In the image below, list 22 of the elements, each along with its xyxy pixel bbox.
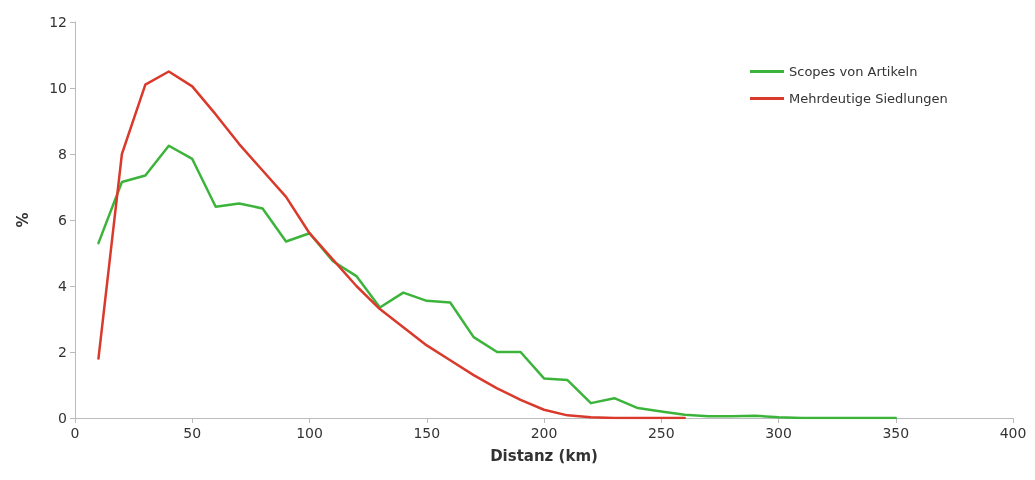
y-tick-label: 12 [49, 14, 67, 30]
x-tick-label: 200 [530, 425, 558, 441]
x-tick-label: 300 [765, 425, 792, 441]
legend-label: Scopes von Artikeln [789, 64, 918, 79]
line-series [97, 70, 686, 420]
x-tick-label: 250 [647, 425, 675, 441]
y-tick-label: 4 [58, 278, 68, 294]
y-tick-label: 10 [49, 80, 67, 96]
x-tick-label: 0 [70, 425, 80, 441]
x-tick-label: 100 [296, 425, 323, 441]
y-tick-label: 2 [58, 344, 67, 360]
y-tick-label: 8 [58, 146, 67, 162]
x-tick-label: 150 [413, 425, 441, 441]
x-axis-title: Distanz (km) [490, 446, 598, 465]
x-tick-label: 50 [183, 425, 202, 441]
legend-label: Mehrdeutige Siedlungen [789, 91, 948, 106]
y-tick-label: 6 [58, 212, 68, 228]
y-axis-title: % [13, 212, 32, 228]
x-tick-label: 400 [999, 425, 1027, 441]
y-tick-label: 0 [58, 410, 67, 426]
line-series [97, 144, 897, 420]
x-tick-label: 350 [882, 425, 910, 441]
